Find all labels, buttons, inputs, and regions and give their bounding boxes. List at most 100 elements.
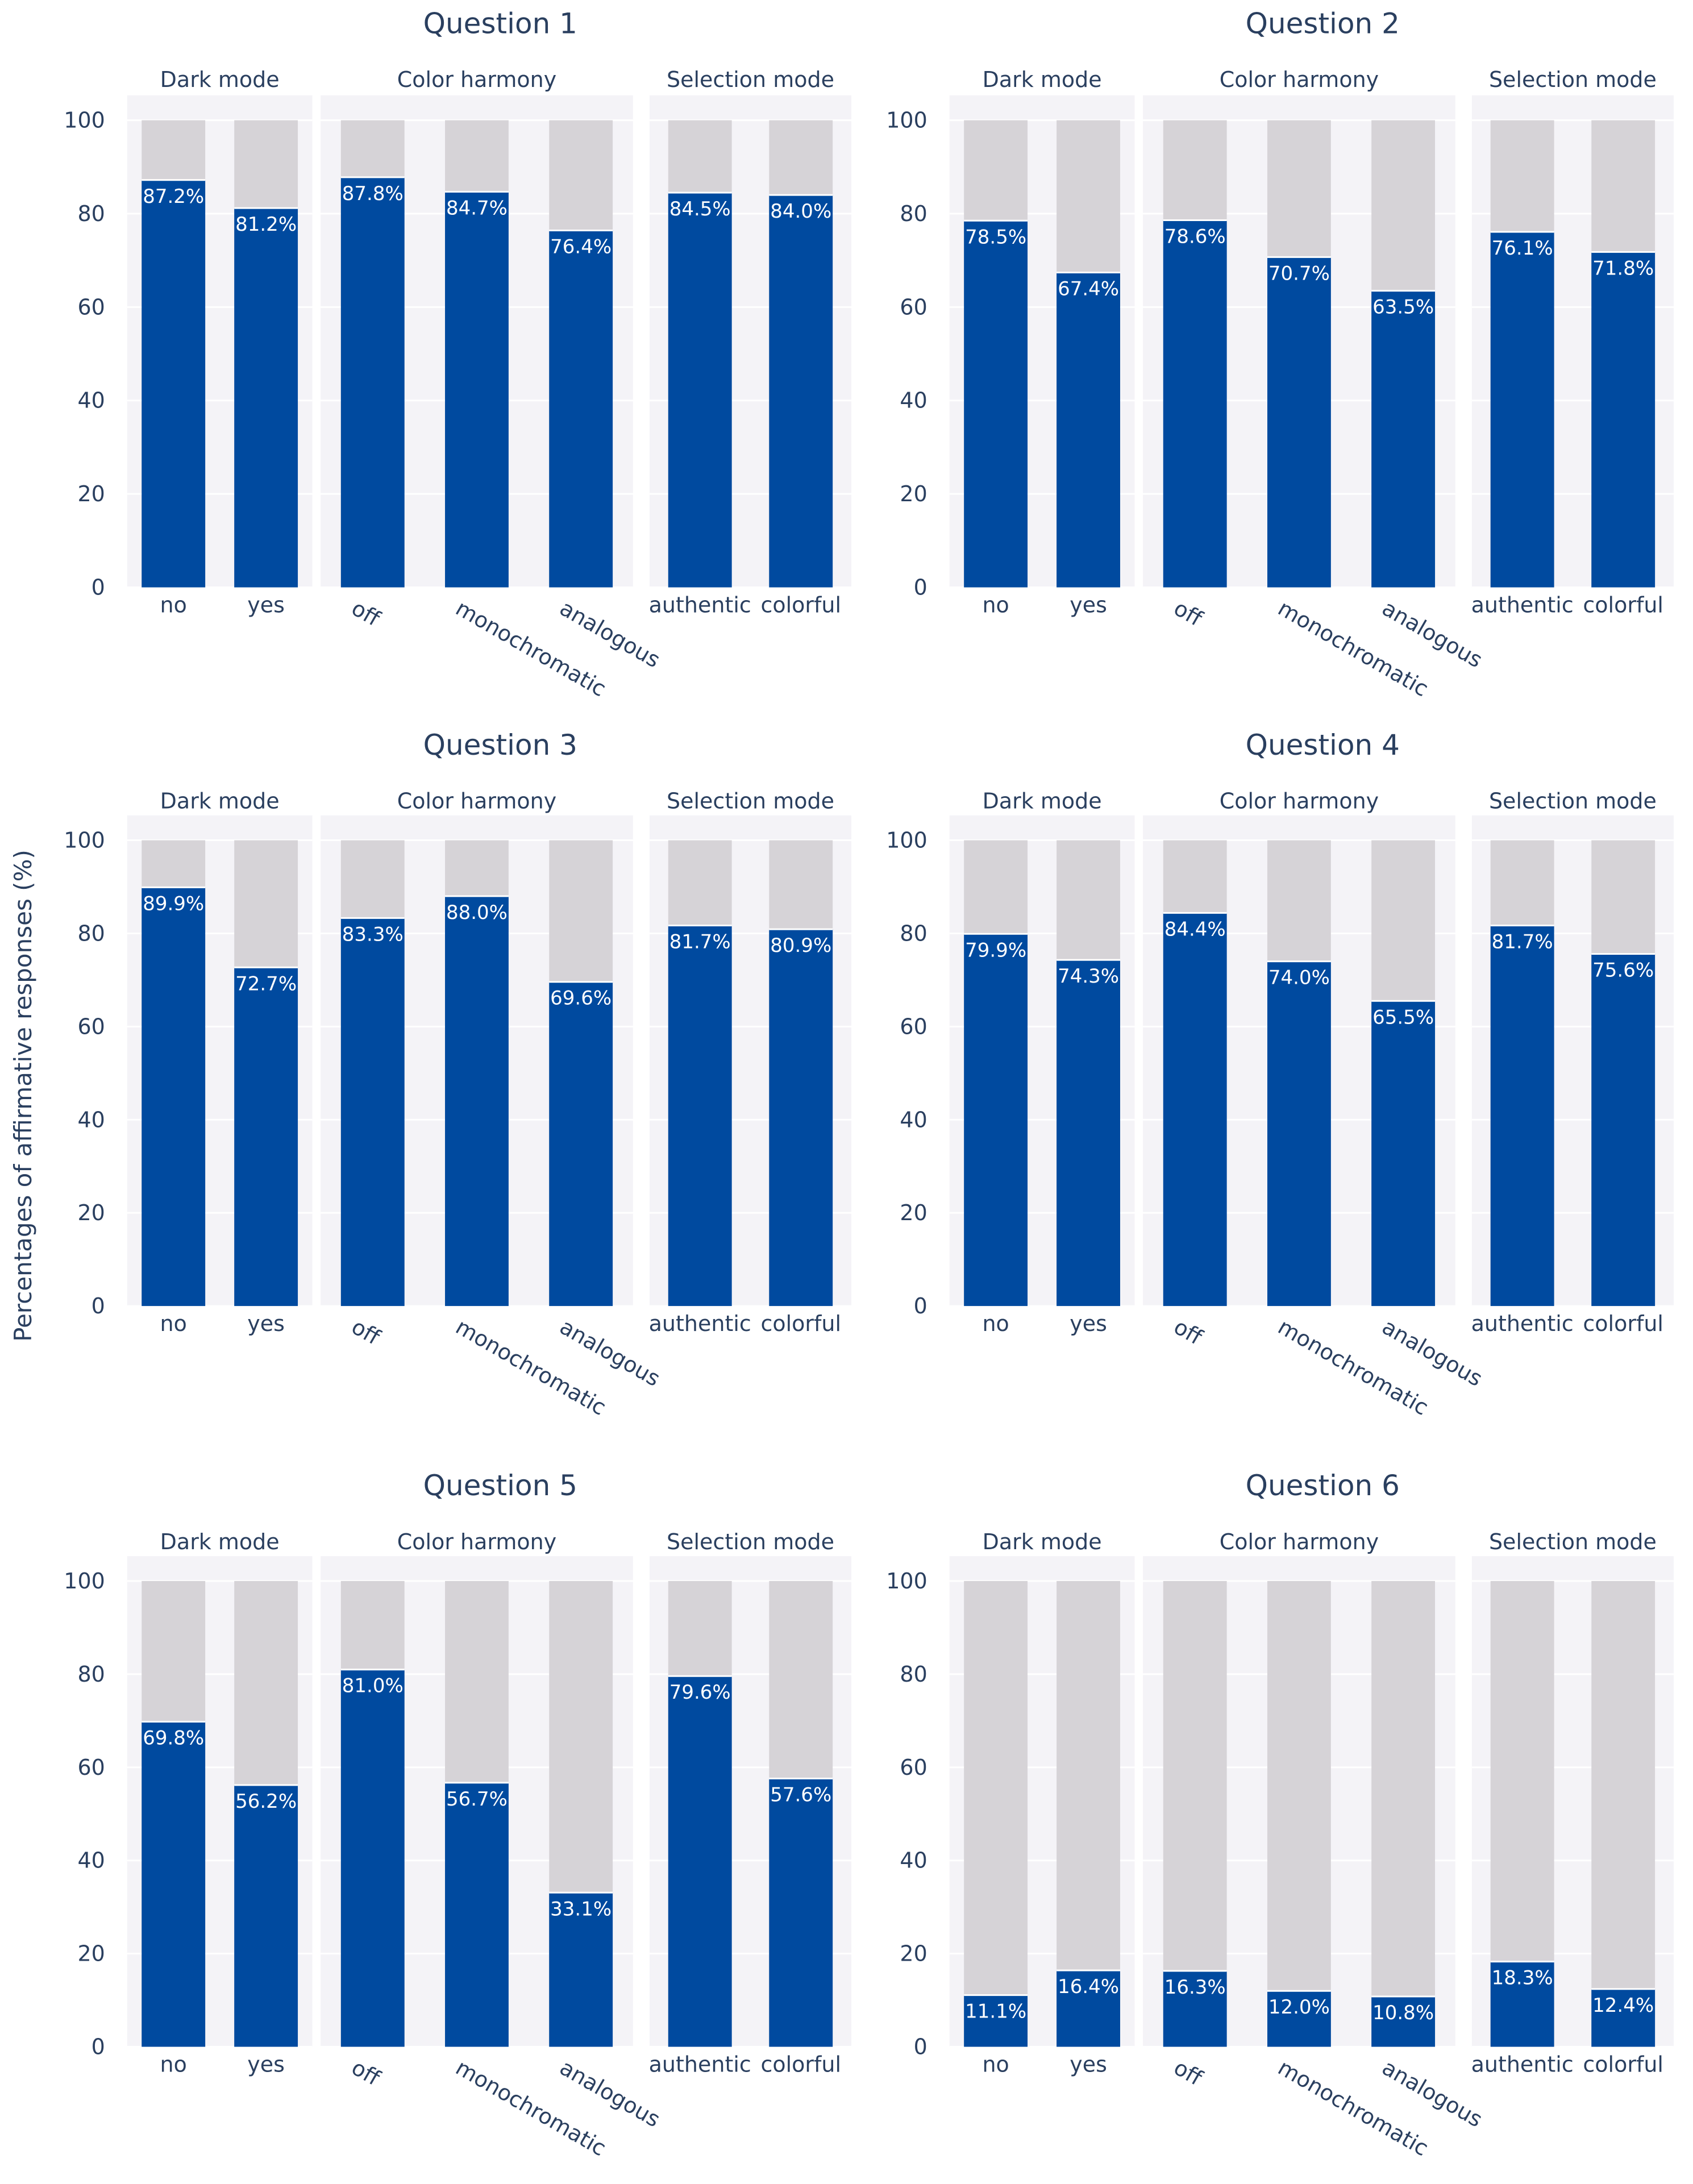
x-tick-label: no [160,1311,187,1336]
bar-affirmative [142,180,206,588]
x-tick-label: yes [1070,2052,1107,2077]
bar-affirmative [340,177,405,588]
x-tick-label: off [1170,2055,1207,2091]
panel-dark-mode: Dark mode 87.2% no 81.2% yes [127,67,313,617]
panel-title: Selection mode [667,789,834,814]
bar-affirmative [1163,1970,1227,2047]
data-label: 56.7% [446,1788,508,1811]
panel-title: Color harmony [1220,789,1379,814]
chart-question-5: Question 5 0 20 40 60 80 100 Dark mode 69.8% no 56… [64,1469,852,2161]
y-tick-label: 100 [64,108,105,133]
bar-remainder [1163,1581,1227,2047]
panel-dark-mode: Dark mode 89.9% no 72.7% yes [127,789,313,1336]
y-tick-label: 60 [900,294,927,319]
question-title: Question 1 [423,7,577,40]
data-label: 84.7% [446,197,508,219]
bar-affirmative [1490,925,1554,1307]
panel-selection-mode: Selection mode 79.6% authentic 57.6% colorfu… [649,1529,852,2077]
y-tick-label: 40 [900,1848,927,1873]
chart-question-2: Question 2 0 20 40 60 80 100 Dark mode 78.5% no 67… [886,7,1674,701]
y-tick-label: 20 [900,1941,927,1966]
x-tick-label: authentic [649,1311,751,1336]
x-tick-label: off [1170,596,1207,631]
x-tick-label: no [982,592,1009,617]
y-tick-label: 80 [900,1662,927,1687]
data-label: 33.1% [550,1898,612,1920]
data-label: 76.1% [1492,237,1553,260]
data-label: 72.7% [235,972,297,995]
bar-affirmative [549,981,613,1307]
data-label: 65.5% [1372,1006,1434,1029]
panel-color-harmony: Color harmony16.3%off12.0%monochromatic1… [1143,1529,1487,2161]
x-tick-label: off [347,596,385,631]
data-label: 69.8% [143,1727,204,1750]
bar-affirmative [1591,1989,1655,2047]
data-label: 84.0% [770,200,831,223]
data-label: 16.3% [1164,1976,1226,1999]
bar-affirmative [549,230,613,588]
y-tick-label: 0 [914,2035,927,2060]
bar-affirmative [445,1782,509,2047]
panel-title: Dark mode [160,789,280,814]
question-title: Question 2 [1246,7,1400,40]
x-tick-label: yes [247,592,285,617]
bar-affirmative [142,1721,206,2047]
question-title: Question 3 [423,729,577,762]
data-label: 63.5% [1372,296,1434,319]
y-tick-label: 40 [77,388,105,413]
panel-selection-mode: Selection mode 84.5% authentic 84.0% colorfu… [649,67,852,617]
panel-title: Color harmony [1220,67,1379,92]
bar-affirmative [964,1995,1028,2047]
panel-title: Selection mode [667,67,834,92]
panel-title: Dark mode [983,1529,1102,1554]
x-tick-label: yes [247,1311,285,1336]
data-label: 84.4% [1164,918,1226,941]
bar-affirmative [549,1892,613,2047]
panel-dark-mode: Dark mode 69.8% no 56.2% yes [127,1529,313,2077]
panel-selection-mode: Selection mode 76.1% authentic 71.8% colorfu… [1471,67,1674,617]
panel-color-harmony: Color harmony78.6%off70.7%monochromatic6… [1143,67,1487,701]
bar-affirmative [964,221,1028,588]
bar-affirmative [340,918,405,1307]
bar-affirmative [1163,220,1227,588]
y-tick-label: 60 [77,1755,105,1780]
panel-color-harmony: Color harmony81.0%off56.7%monochromatic3… [321,1529,664,2161]
panel-title: Selection mode [1489,789,1657,814]
chart-question-3: Question 3 0 20 40 60 80 100 Dark mode 89.9% no 72… [64,729,852,1420]
bar-affirmative [1056,960,1121,1307]
y-tick-label: 40 [77,1848,105,1873]
data-label: 89.9% [143,892,204,915]
data-label: 57.6% [770,1784,831,1807]
data-label: 83.3% [342,923,404,946]
bar-affirmative [1163,913,1227,1307]
y-tick-label: 40 [77,1107,105,1132]
x-tick-label: off [1170,1314,1207,1350]
panel-selection-mode: Selection mode 18.3% authentic 12.4% colorfu… [1471,1529,1674,2077]
data-label: 81.7% [669,931,731,954]
bar-affirmative [1056,272,1121,588]
bar-affirmative [769,929,833,1307]
x-tick-label: colorful [760,2052,841,2077]
panel-title: Color harmony [397,67,556,92]
data-label: 87.2% [143,185,204,208]
panel-title: Selection mode [1489,1529,1657,1554]
y-tick-label: 40 [900,388,927,413]
x-tick-label: authentic [1471,592,1574,617]
question-title: Question 5 [423,1469,577,1502]
bar-affirmative [668,925,732,1307]
bar-affirmative [234,967,298,1307]
data-label: 81.2% [235,213,297,236]
x-tick-label: colorful [1583,1311,1663,1336]
x-tick-label: yes [1070,592,1107,617]
bar-affirmative [1371,1996,1436,2047]
bar-affirmative [234,208,298,588]
y-tick-label: 60 [900,1755,927,1780]
data-label: 16.4% [1058,1975,1119,1998]
panel-selection-mode: Selection mode 81.7% authentic 80.9% colorfu… [649,789,852,1336]
data-label: 87.8% [342,182,404,205]
bar-affirmative [445,896,509,1307]
panel-title: Color harmony [397,1529,556,1554]
bar-affirmative [769,195,833,588]
panel-color-harmony: Color harmony83.3%off88.0%monochromatic6… [321,789,664,1420]
panel-dark-mode: Dark mode 79.9% no 74.3% yes [949,789,1135,1336]
